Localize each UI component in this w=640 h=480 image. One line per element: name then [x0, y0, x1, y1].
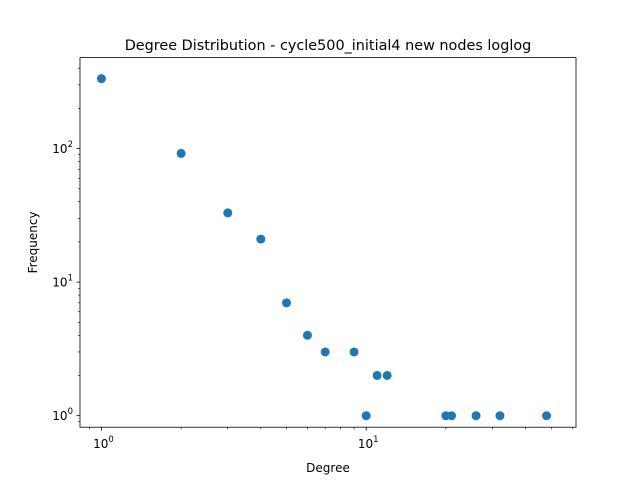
y-tick-label: 101: [52, 274, 73, 290]
data-point: [372, 370, 382, 380]
y-axis-title: Frequency: [26, 211, 40, 273]
plot-frame: [79, 57, 577, 428]
y-tick-label: 100: [52, 407, 73, 423]
data-point: [223, 208, 233, 218]
tick-label-base: 10: [358, 437, 373, 451]
tick-label-exponent: 0: [108, 435, 113, 445]
data-point: [361, 411, 371, 421]
data-point: [471, 411, 481, 421]
data-point: [349, 347, 359, 357]
tick-label-exponent: 1: [68, 274, 73, 284]
x-axis-title: Degree: [306, 461, 350, 475]
tick-label-base: 10: [52, 276, 67, 290]
tick-label-base: 10: [52, 142, 67, 156]
chart-title: Degree Distribution - cycle500_initial4 …: [125, 38, 532, 54]
data-point: [320, 347, 330, 357]
tick-label-exponent: 2: [68, 140, 73, 150]
x-tick-label: 101: [358, 435, 379, 451]
tick-label-base: 10: [93, 437, 108, 451]
tick-label-base: 10: [52, 409, 67, 423]
tick-label-exponent: 0: [68, 407, 73, 417]
tick-label-exponent: 1: [373, 435, 378, 445]
data-point: [302, 330, 312, 340]
data-point: [542, 411, 552, 421]
data-point: [447, 411, 457, 421]
x-tick-label: 100: [93, 435, 114, 451]
y-tick-label: 102: [52, 140, 73, 156]
data-point: [495, 411, 505, 421]
data-point: [176, 148, 186, 158]
data-point: [96, 74, 106, 84]
data-point: [256, 234, 266, 244]
data-point: [382, 370, 392, 380]
data-point: [281, 298, 291, 308]
